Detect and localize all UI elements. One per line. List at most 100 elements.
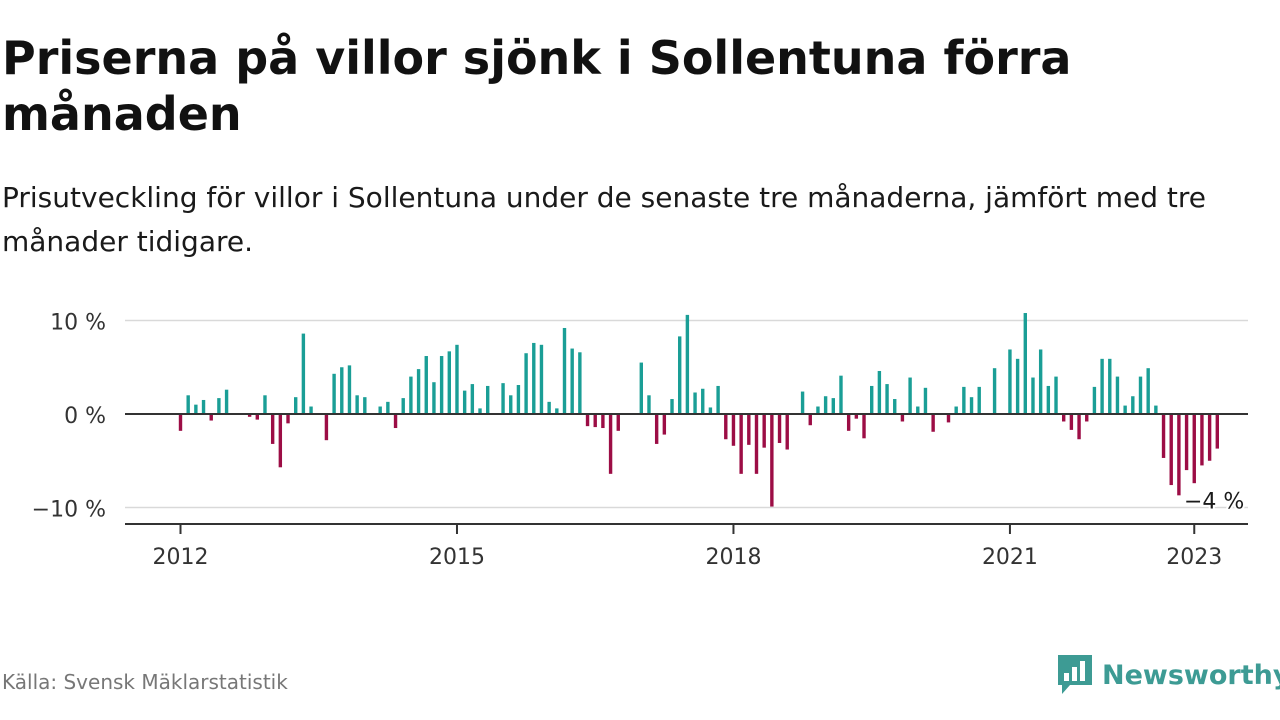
bar [969, 397, 974, 414]
bar [1184, 414, 1189, 471]
source-note: Källa: Svensk Mäklarstatistik [2, 670, 288, 694]
bar [639, 362, 643, 414]
bar [1115, 376, 1120, 414]
bar [1177, 414, 1181, 496]
bar [324, 414, 329, 441]
bar [693, 392, 697, 414]
bar [593, 414, 597, 428]
bar [555, 408, 559, 414]
bar [808, 414, 812, 426]
bar [501, 383, 505, 414]
bar [1108, 358, 1112, 414]
bar [447, 351, 451, 414]
bar [1131, 396, 1135, 414]
bar [916, 406, 920, 414]
bar [1100, 358, 1104, 414]
bar [416, 369, 421, 414]
bar [977, 386, 981, 414]
bar [885, 384, 889, 414]
brand-name: Newsworthy [1102, 659, 1280, 691]
bar [455, 344, 459, 414]
chart-subtitle: Prisutveckling för villor i Sollentuna u… [2, 181, 1207, 258]
bar [1031, 377, 1035, 414]
bar [1077, 414, 1081, 440]
bar [1038, 349, 1043, 414]
bar [1169, 414, 1173, 486]
y-tick-label: 0 % [64, 404, 106, 429]
bar [962, 386, 966, 414]
bar [255, 414, 259, 420]
bar [286, 414, 290, 424]
bar [893, 399, 897, 414]
bar [1046, 385, 1051, 414]
bar [386, 401, 390, 414]
bar [946, 414, 951, 423]
bar [217, 398, 221, 414]
bar [831, 398, 835, 414]
bar [870, 385, 874, 414]
end-value-annotation: −4 % [1184, 490, 1244, 515]
bar [754, 414, 759, 474]
bar [294, 397, 298, 414]
bar [1207, 414, 1212, 461]
bar [701, 388, 705, 414]
x-tick-label: 2021 [982, 545, 1038, 570]
bar [462, 390, 467, 414]
bar [770, 414, 774, 507]
bar [301, 333, 306, 414]
bar [747, 414, 751, 445]
bar [931, 414, 935, 432]
bar [1161, 414, 1166, 458]
bar [654, 414, 659, 444]
bar [247, 414, 252, 417]
bar [432, 382, 436, 414]
bar [393, 414, 398, 429]
bar [1146, 368, 1150, 414]
bar [562, 327, 567, 414]
bar [570, 348, 574, 414]
bar [777, 414, 782, 443]
brand-logo[interactable]: Newsworthy [1058, 655, 1280, 695]
bar [1154, 405, 1158, 414]
bar [1015, 358, 1020, 414]
bar [224, 389, 229, 414]
bar [409, 376, 413, 414]
bar [1138, 376, 1143, 414]
bar [1192, 414, 1196, 484]
bar [278, 414, 283, 468]
bar [1008, 349, 1012, 414]
bar [578, 352, 582, 414]
x-tick-label: 2023 [1166, 545, 1222, 570]
bar [270, 414, 275, 444]
x-tick-label: 2015 [429, 545, 485, 570]
bar-chart: 10 % 0 % −10 % 2012 2015 2018 2021 2023 −4 % [32, 311, 1248, 570]
bar [1069, 414, 1074, 430]
bar [1200, 414, 1204, 466]
bar [670, 399, 674, 414]
bar [309, 406, 313, 414]
bar [862, 414, 866, 439]
y-tick-label: −10 % [32, 498, 106, 523]
bar [839, 375, 843, 414]
bar [800, 391, 805, 414]
bar [439, 356, 444, 414]
bar [1123, 405, 1127, 414]
bar [877, 370, 882, 414]
bar [340, 367, 344, 414]
bar [708, 407, 713, 414]
bar [954, 406, 958, 414]
bar [209, 414, 213, 421]
bar [739, 414, 743, 474]
bar [678, 336, 682, 414]
bar [854, 414, 859, 419]
axis-layer: 10 % 0 % −10 % 2012 2015 2018 2021 2023 −4 % [32, 311, 1248, 570]
bar [616, 414, 620, 431]
bar [608, 414, 613, 474]
bar [685, 314, 690, 414]
bar [992, 368, 997, 414]
bar [516, 385, 521, 414]
bar [355, 395, 359, 414]
bar [547, 401, 551, 414]
bar [816, 406, 820, 414]
bar [785, 414, 789, 450]
